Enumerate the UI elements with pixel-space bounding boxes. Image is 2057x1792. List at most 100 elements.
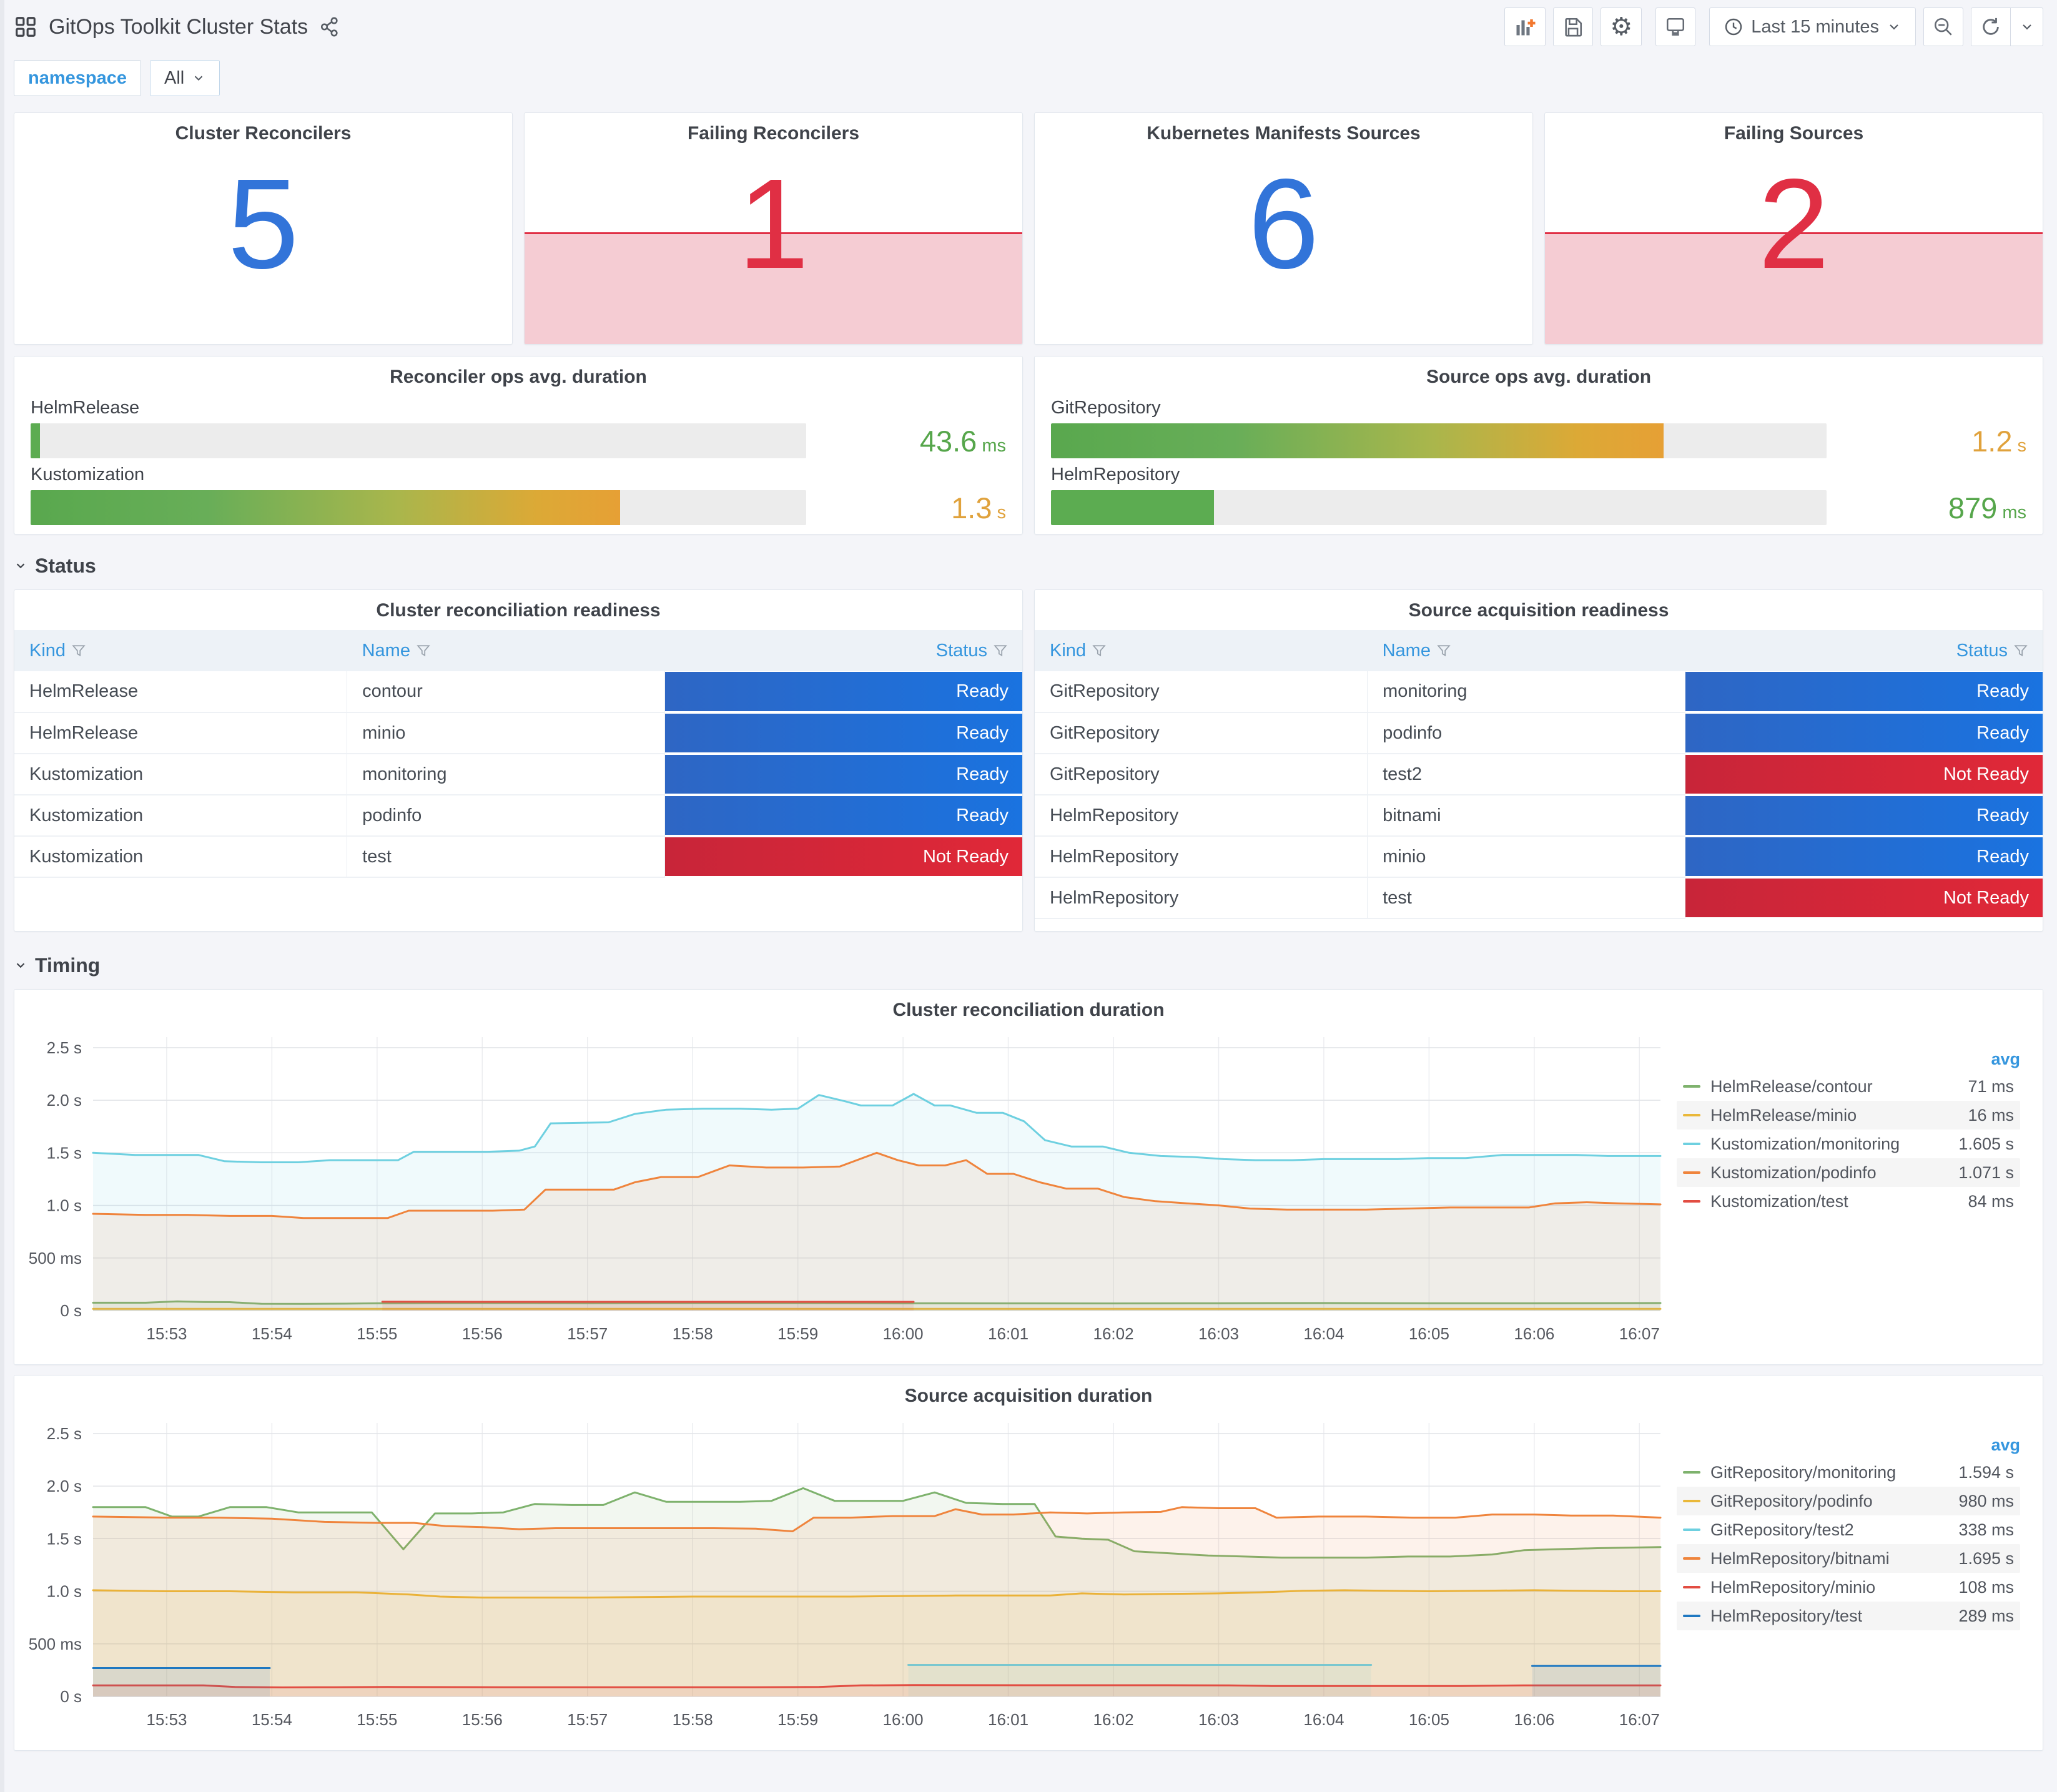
legend-series-name[interactable]: Kustomization/podinfo	[1710, 1163, 1877, 1182]
namespace-variable-select[interactable]: All	[150, 60, 220, 96]
svg-text:16:03: 16:03	[1198, 1324, 1239, 1343]
legend-series-name[interactable]: GitRepository/podinfo	[1710, 1491, 1873, 1510]
svg-text:0 s: 0 s	[60, 1301, 82, 1320]
column-header-name[interactable]: Name	[1367, 630, 1685, 671]
svg-text:15:56: 15:56	[462, 1710, 503, 1729]
table-row[interactable]: Kustomization monitoring Ready	[14, 754, 1022, 795]
section-timing[interactable]: Timing	[14, 950, 2043, 980]
panel-title[interactable]: Source ops avg. duration	[1426, 367, 1652, 387]
share-icon[interactable]	[319, 16, 340, 37]
column-header-status[interactable]: Status	[664, 630, 1022, 671]
filter-funnel-icon[interactable]	[994, 644, 1007, 657]
add-panel-button[interactable]	[1504, 7, 1546, 46]
dashboard-settings-button[interactable]: ⚙	[1601, 7, 1642, 46]
table-row[interactable]: HelmRelease contour Ready	[14, 671, 1022, 713]
legend-series-color	[1683, 1171, 1700, 1174]
legend-avg-header[interactable]: avg	[1991, 1049, 2020, 1068]
readiness-table-panel: Cluster reconciliation readiness Kind Name…	[14, 589, 1023, 932]
table-row[interactable]: Kustomization test Not Ready	[14, 836, 1022, 878]
save-dashboard-button[interactable]	[1553, 7, 1594, 46]
cell-status: Ready	[664, 754, 1022, 795]
legend-series-avg: 16 ms	[1968, 1105, 2014, 1125]
cell-name: test	[1367, 877, 1685, 919]
column-header-status[interactable]: Status	[1685, 630, 2043, 671]
time-picker-button[interactable]: Last 15 minutes	[1709, 7, 1916, 46]
tv-mode-button[interactable]	[1655, 7, 1696, 46]
refresh-interval-button[interactable]	[2011, 7, 2043, 46]
legend-series-name[interactable]: Kustomization/test	[1710, 1191, 1848, 1211]
gauge-track	[1051, 423, 1827, 458]
cell-status: Not Ready	[1685, 877, 2043, 919]
svg-text:16:01: 16:01	[988, 1324, 1028, 1343]
legend-series-name[interactable]: HelmRelease/contour	[1710, 1076, 1873, 1096]
cell-kind: HelmRepository	[1035, 795, 1368, 837]
legend-series-name[interactable]: HelmRepository/bitnami	[1710, 1548, 1890, 1568]
gauge-fill	[31, 490, 620, 525]
cluster-reconciliation-duration-plot[interactable]: 0 s 500 ms 1.0 s 1.5 s 2.0 s 2.5 s 15:53 15:54 1…	[18, 1025, 1673, 1359]
legend-row: Kustomization/monitoring 1.605 s	[1677, 1130, 2020, 1158]
panel-title[interactable]: Cluster reconciliation readiness	[376, 600, 661, 621]
table-row[interactable]: GitRepository monitoring Ready	[1035, 671, 2043, 713]
panel-title[interactable]: Failing Sources	[1724, 123, 1864, 144]
gauge-fill	[1051, 490, 1214, 525]
gauge-track	[1051, 490, 1827, 525]
legend-series-name[interactable]: Kustomization/monitoring	[1710, 1134, 1900, 1153]
panel-title[interactable]: Kubernetes Manifests Sources	[1147, 123, 1421, 144]
table-row[interactable]: GitRepository podinfo Ready	[1035, 712, 2043, 754]
stat-panel: Failing Sources 2	[1544, 112, 2043, 345]
gauge-value: 1.2 s	[1971, 424, 2026, 458]
column-header-name[interactable]: Name	[347, 630, 665, 671]
panel-title[interactable]: Cluster Reconcilers	[175, 123, 352, 144]
legend-series-name[interactable]: HelmRepository/minio	[1710, 1577, 1876, 1597]
zoom-out-icon	[1933, 16, 1954, 37]
cell-kind: HelmRelease	[14, 712, 348, 754]
svg-text:15:55: 15:55	[357, 1710, 397, 1729]
table-row[interactable]: GitRepository test2 Not Ready	[1035, 754, 2043, 795]
gauges-row: Reconciler ops avg. duration HelmRelease 4…	[14, 356, 2043, 534]
legend-series-avg: 289 ms	[1958, 1606, 2014, 1625]
panel-title[interactable]: Source acquisition duration	[904, 1386, 1153, 1406]
filter-funnel-icon[interactable]	[1437, 644, 1451, 657]
panel-title[interactable]: Cluster reconciliation duration	[892, 1000, 1165, 1020]
column-header-kind[interactable]: Kind	[14, 630, 347, 671]
stat-alarm-area	[525, 232, 1022, 344]
status-badge: Ready	[1685, 837, 2043, 876]
section-status[interactable]: Status	[14, 551, 2043, 581]
svg-text:2.5 s: 2.5 s	[47, 1038, 82, 1057]
filter-funnel-icon[interactable]	[2014, 644, 2028, 657]
refresh-button[interactable]	[1971, 7, 2011, 46]
table-row[interactable]: HelmRepository minio Ready	[1035, 836, 2043, 878]
filter-funnel-icon[interactable]	[1092, 644, 1106, 657]
legend-avg-header[interactable]: avg	[1991, 1435, 2020, 1454]
status-badge: Not Ready	[1685, 879, 2043, 917]
legend-series-name[interactable]: GitRepository/monitoring	[1710, 1462, 1897, 1482]
template-variables: namespace All	[14, 60, 2043, 96]
chevron-down-icon	[192, 71, 205, 85]
svg-text:500 ms: 500 ms	[29, 1249, 82, 1268]
legend-series-name[interactable]: GitRepository/test2	[1710, 1520, 1854, 1539]
stat-value: 1	[737, 152, 809, 296]
panel-title[interactable]: Source acquisition readiness	[1408, 600, 1669, 621]
legend-row: HelmRelease/contour 71 ms	[1677, 1072, 2020, 1101]
chart-legend: avg HelmRelease/contour 71 ms HelmRelease/m…	[1673, 1025, 2036, 1359]
table-row[interactable]: HelmRelease minio Ready	[14, 712, 1022, 754]
legend-series-name[interactable]: HelmRepository/test	[1710, 1606, 1863, 1625]
apps-grid-icon[interactable]	[14, 15, 37, 39]
svg-text:15:57: 15:57	[567, 1324, 608, 1343]
table-row[interactable]: Kustomization podinfo Ready	[14, 795, 1022, 837]
status-badge: Not Ready	[664, 837, 1022, 876]
filter-funnel-icon[interactable]	[417, 644, 430, 657]
source-acquisition-duration-plot[interactable]: 0 s 500 ms 1.0 s 1.5 s 2.0 s 2.5 s 15:53 15:54 1…	[18, 1410, 1673, 1745]
zoom-out-button[interactable]	[1923, 7, 1963, 46]
chevron-down-icon	[14, 958, 27, 972]
panel-title[interactable]: Failing Reconcilers	[687, 123, 860, 144]
readiness-table: Kind Name Status GitRepository monitoring Rea…	[1035, 630, 2043, 919]
cell-kind: Kustomization	[14, 836, 348, 878]
column-header-kind[interactable]: Kind	[1035, 630, 1368, 671]
table-row[interactable]: HelmRepository test Not Ready	[1035, 877, 2043, 919]
table-row[interactable]: HelmRepository bitnami Ready	[1035, 795, 2043, 837]
panel-title[interactable]: Reconciler ops avg. duration	[390, 367, 647, 387]
namespace-variable-label: namespace	[14, 60, 141, 96]
legend-series-name[interactable]: HelmRelease/minio	[1710, 1105, 1857, 1125]
filter-funnel-icon[interactable]	[72, 644, 86, 657]
